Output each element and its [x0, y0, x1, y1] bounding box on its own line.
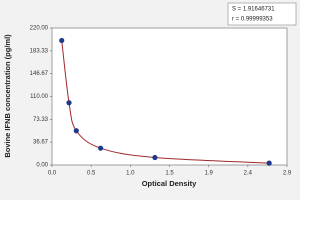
y-axis-title: Bovine IFNB concentration (pg/ml) — [3, 34, 12, 158]
x-tick-label: 1.0 — [126, 171, 135, 177]
y-tick-label: 220.00 — [30, 26, 49, 32]
y-tick-label: 73.33 — [33, 117, 49, 123]
data-point — [266, 160, 272, 166]
plot-area — [51, 27, 288, 166]
x-tick-label: 0.5 — [87, 171, 96, 177]
y-tick-label: 110.00 — [30, 94, 49, 100]
x-tick-label: 2.4 — [244, 171, 253, 177]
x-tick-label: 2.9 — [283, 171, 292, 177]
data-point — [98, 145, 104, 151]
fit-s: S = 1.91646731 — [232, 7, 275, 13]
y-tick-label: 146.67 — [30, 71, 49, 77]
x-tick-label: 1.5 — [165, 171, 174, 177]
legend-box — [227, 2, 297, 26]
data-point — [66, 100, 72, 106]
data-point — [152, 154, 158, 161]
y-tick-label: 36.67 — [33, 140, 49, 146]
x-axis-title: Optical Density — [142, 179, 197, 188]
chart: S = 1.91646731 r = 0.99999353 Optical De… — [0, 0, 300, 200]
x-tick-label: 0.0 — [48, 171, 57, 177]
y-tick-label: 183.33 — [30, 48, 49, 54]
data-point — [59, 37, 65, 44]
data-point — [73, 128, 79, 134]
fit-r: r = 0.99999353 — [232, 17, 273, 23]
y-tick-label: 0.00 — [36, 163, 48, 169]
x-tick-label: 1.9 — [204, 171, 213, 177]
